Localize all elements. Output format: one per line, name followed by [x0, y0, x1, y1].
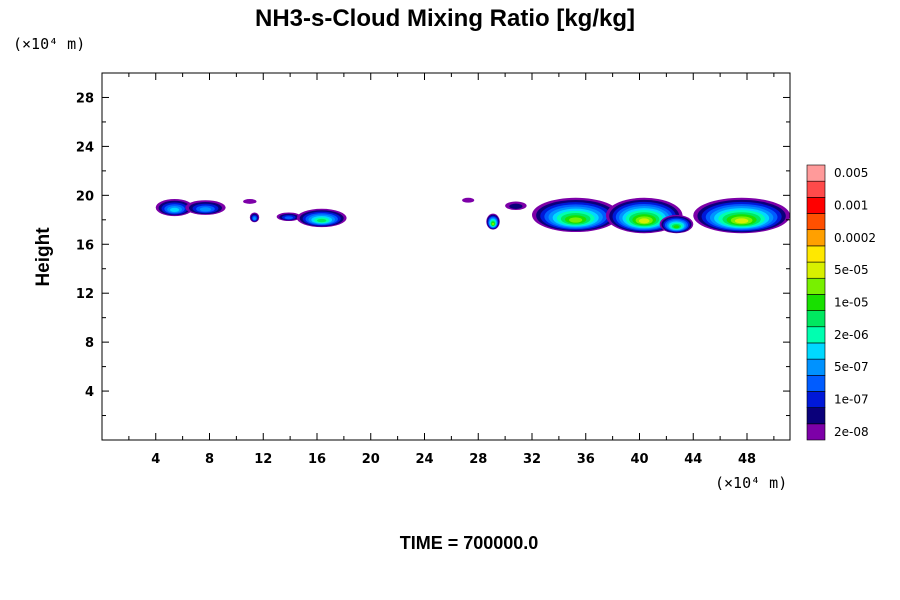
colorbar-segment: [806, 180, 826, 198]
colorbar-label: 5e-05: [834, 263, 869, 277]
x-tick-label: 8: [205, 452, 214, 467]
y-tick-label: 20: [76, 189, 94, 204]
colorbar-segment: [806, 326, 826, 344]
cloud-patch: [693, 197, 790, 234]
x-tick-label: 28: [469, 452, 487, 467]
colorbar-label: 0.005: [834, 166, 868, 180]
colorbar-label: 5e-07: [834, 360, 869, 374]
colorbar-segment: [806, 310, 826, 328]
plot-frame: [101, 72, 791, 441]
y-tick-label: 4: [85, 385, 94, 400]
x-tick-label: 44: [684, 452, 702, 467]
cloud-patch: [249, 212, 260, 223]
contour-level: [253, 217, 256, 220]
y-axis-label: Height: [33, 227, 54, 287]
x-tick-label: 32: [523, 452, 541, 467]
x-tick-label: 40: [630, 452, 648, 467]
colorbar: 2e-08 1e-07 5e-07 2e-06 1e-05 5e-05 0.0002 0.00…: [806, 164, 876, 441]
contour-level: [638, 218, 650, 224]
cloud-patch: [296, 208, 347, 228]
colorbar-segment: [806, 245, 826, 263]
contour-level: [673, 225, 680, 229]
y-axis-unit: (×10⁴ m): [13, 35, 85, 53]
contour-level: [509, 203, 523, 209]
contour-level: [199, 207, 212, 212]
contour-level: [284, 216, 293, 220]
colorbar-label: 1e-05: [834, 296, 869, 310]
colorbar-segment: [806, 213, 826, 231]
colorbar-segment: [806, 261, 826, 279]
contour-level: [462, 197, 475, 203]
cloud-field: [155, 197, 790, 234]
colorbar-segment: [806, 164, 826, 182]
colorbar-segment: [806, 358, 826, 376]
x-tick-label: 36: [577, 452, 595, 467]
y-tick-label: 28: [76, 91, 94, 106]
y-tick-label: 8: [85, 336, 94, 351]
cloud-patch: [659, 214, 694, 234]
contour-level: [243, 199, 257, 204]
colorbar-segment: [806, 423, 826, 441]
x-tick-label: 4: [151, 452, 160, 467]
cloud-patch: [276, 212, 301, 222]
colorbar-segment: [806, 294, 826, 311]
y-tick-label: 12: [76, 287, 94, 302]
cloud-patch: [462, 197, 475, 203]
x-axis-unit: (×10⁴ m): [715, 474, 787, 492]
contour-level: [317, 218, 327, 223]
colorbar-segment: [806, 407, 826, 425]
cloud-patch: [185, 200, 226, 215]
cloud-patch: [243, 199, 257, 204]
contour-level: [734, 218, 749, 224]
colorbar-segment: [806, 229, 826, 247]
colorbar-label: 0.0002: [834, 231, 876, 245]
contour-level: [491, 222, 495, 226]
colorbar-label: 2e-06: [834, 328, 869, 342]
y-axis: 4 8 12 16 20 24 28: [76, 91, 790, 417]
colorbar-segment: [806, 374, 826, 392]
y-tick-label: 24: [76, 140, 94, 155]
colorbar-label: 1e-07: [834, 393, 869, 407]
x-axis: 4 8 12 16 20 24 28 32 36 40 44 48: [128, 73, 775, 467]
y-tick-label: 16: [76, 238, 94, 253]
x-tick-label: 16: [308, 452, 326, 467]
x-tick-label: 24: [415, 452, 433, 467]
x-tick-label: 20: [362, 452, 380, 467]
x-tick-label: 12: [254, 452, 272, 467]
contour-level: [170, 207, 180, 212]
colorbar-label: 2e-08: [834, 425, 869, 439]
colorbar-label: 0.001: [834, 198, 868, 212]
cloud-patch: [486, 213, 500, 230]
cloud-patch: [505, 201, 527, 211]
time-label: TIME = 700000.0: [400, 533, 539, 553]
cloud-patch: [532, 197, 620, 233]
colorbar-segment: [806, 277, 826, 295]
colorbar-segment: [806, 391, 826, 408]
chart-title: NH3-s-Cloud Mixing Ratio [kg/kg]: [255, 5, 635, 32]
colorbar-segment: [806, 197, 826, 214]
colorbar-segment: [806, 342, 826, 360]
x-tick-label: 48: [738, 452, 756, 467]
contour-level: [569, 217, 583, 223]
cloud-patch: [155, 199, 194, 217]
